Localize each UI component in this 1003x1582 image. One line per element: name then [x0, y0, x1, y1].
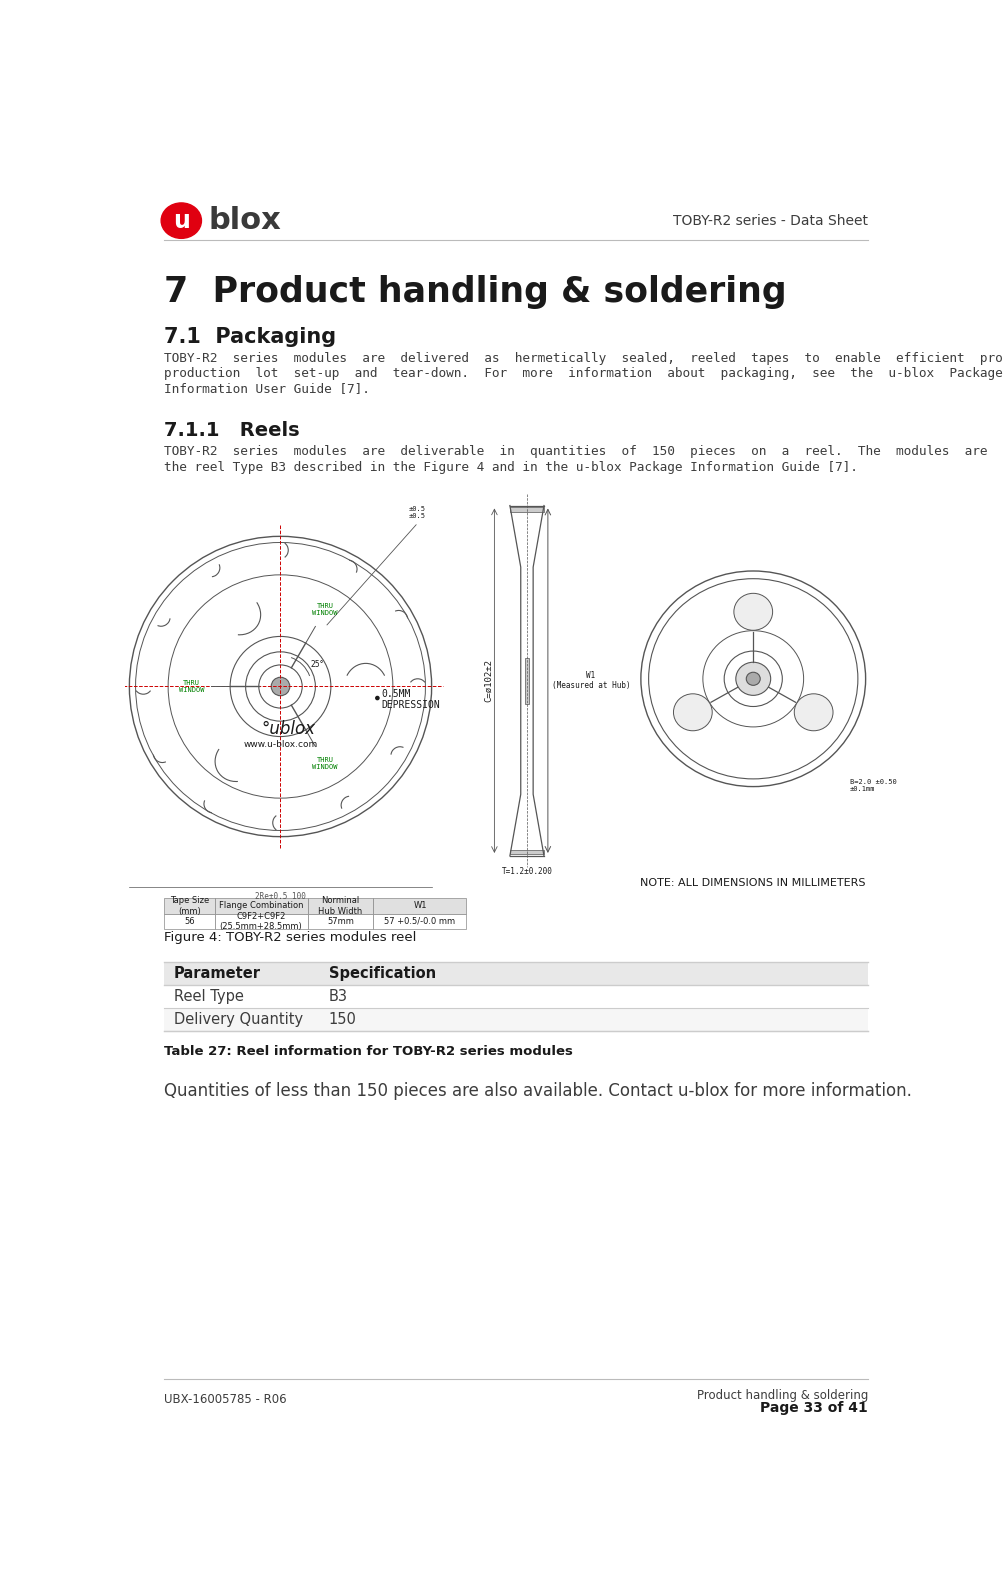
Text: 0.5MM: 0.5MM — [381, 690, 410, 699]
Text: ±0.5
±0.5: ±0.5 ±0.5 — [408, 506, 425, 519]
Text: Quantities of less than 150 pieces are also available. Contact u-blox for more i: Quantities of less than 150 pieces are a… — [164, 1082, 911, 1099]
Text: 25°: 25° — [311, 660, 324, 669]
Text: Page 33 of 41: Page 33 of 41 — [759, 1402, 867, 1414]
Text: THRU
WINDOW: THRU WINDOW — [312, 603, 337, 617]
FancyBboxPatch shape — [164, 962, 867, 986]
Text: blox: blox — [209, 206, 281, 236]
Ellipse shape — [793, 694, 832, 731]
FancyBboxPatch shape — [164, 1008, 867, 1031]
Text: 7.1  Packaging: 7.1 Packaging — [164, 327, 336, 346]
FancyBboxPatch shape — [215, 914, 307, 929]
Text: Delivery Quantity: Delivery Quantity — [174, 1012, 302, 1027]
Text: THRU
WINDOW: THRU WINDOW — [312, 756, 337, 770]
Text: THRU
WINDOW: THRU WINDOW — [179, 680, 204, 693]
FancyBboxPatch shape — [307, 914, 373, 929]
Text: production  lot  set-up  and  tear-down.  For  more  information  about  packagi: production lot set-up and tear-down. For… — [164, 367, 1002, 380]
Text: W1
(Measured at Hub): W1 (Measured at Hub) — [552, 671, 630, 690]
Text: Product handling & soldering: Product handling & soldering — [696, 1389, 867, 1402]
Text: TOBY-R2  series  modules  are  delivered  as  hermetically  sealed,  reeled  tap: TOBY-R2 series modules are delivered as … — [164, 351, 1003, 364]
Text: DEPRESSION: DEPRESSION — [381, 699, 439, 710]
FancyBboxPatch shape — [373, 899, 466, 914]
Text: NOTE: ALL DIMENSIONS IN MILLIMETERS: NOTE: ALL DIMENSIONS IN MILLIMETERS — [640, 878, 866, 888]
Circle shape — [271, 677, 290, 696]
Text: 2Re±0.5 100: 2Re±0.5 100 — [255, 892, 306, 902]
Text: Reel Type: Reel Type — [174, 989, 243, 1005]
Text: Figure 4: TOBY-R2 series modules reel: Figure 4: TOBY-R2 series modules reel — [164, 932, 416, 944]
Ellipse shape — [161, 202, 202, 239]
Text: B=2.0 ±0.50
±0.1mm: B=2.0 ±0.50 ±0.1mm — [850, 778, 896, 793]
FancyBboxPatch shape — [164, 899, 215, 914]
FancyBboxPatch shape — [510, 508, 544, 511]
Text: u: u — [173, 209, 190, 233]
Text: Tape Size
(mm): Tape Size (mm) — [170, 897, 209, 916]
FancyBboxPatch shape — [215, 899, 307, 914]
Text: 7  Product handling & soldering: 7 Product handling & soldering — [164, 275, 786, 308]
Text: C=ø102±2: C=ø102±2 — [483, 660, 492, 702]
FancyBboxPatch shape — [164, 914, 215, 929]
Text: W1: W1 — [413, 902, 426, 910]
Text: UBX-16005785 - R06: UBX-16005785 - R06 — [164, 1394, 287, 1406]
FancyBboxPatch shape — [307, 899, 373, 914]
Text: 56: 56 — [184, 918, 195, 925]
Ellipse shape — [735, 663, 770, 696]
Text: Flange Combination: Flange Combination — [219, 902, 303, 910]
Ellipse shape — [733, 593, 772, 630]
Text: Specification: Specification — [328, 967, 435, 981]
Text: 7.1.1   Reels: 7.1.1 Reels — [164, 421, 300, 440]
FancyBboxPatch shape — [373, 914, 466, 929]
Text: TOBY-R2  series  modules  are  deliverable  in  quantities  of  150  pieces  on : TOBY-R2 series modules are deliverable i… — [164, 446, 1003, 459]
FancyBboxPatch shape — [164, 986, 867, 1008]
Ellipse shape — [673, 694, 711, 731]
Text: Information User Guide [7].: Information User Guide [7]. — [164, 383, 370, 396]
Text: www.u-blox.com: www.u-blox.com — [243, 740, 317, 748]
Text: TOBY-R2 series - Data Sheet: TOBY-R2 series - Data Sheet — [672, 214, 867, 228]
FancyBboxPatch shape — [510, 850, 544, 854]
Text: T=1.2±0.200: T=1.2±0.200 — [502, 867, 552, 876]
Text: Parameter: Parameter — [174, 967, 261, 981]
Text: °ublox: °ublox — [261, 720, 315, 737]
Text: Table 27: Reel information for TOBY-R2 series modules: Table 27: Reel information for TOBY-R2 s… — [164, 1046, 573, 1058]
Text: C9F2+C9F2
(25.5mm+28.5mm): C9F2+C9F2 (25.5mm+28.5mm) — [220, 911, 302, 932]
Ellipse shape — [745, 672, 759, 685]
Circle shape — [375, 696, 379, 701]
Text: 57mm: 57mm — [327, 918, 354, 925]
Text: 150: 150 — [328, 1012, 356, 1027]
Text: 57 +0.5/-0.0 mm: 57 +0.5/-0.0 mm — [384, 918, 455, 925]
Text: B3: B3 — [328, 989, 347, 1005]
Text: Norminal
Hub Width: Norminal Hub Width — [318, 897, 362, 916]
FancyBboxPatch shape — [525, 658, 529, 704]
Text: the reel Type B3 described in the Figure 4 and in the u-blox Package Information: the reel Type B3 described in the Figure… — [164, 460, 858, 475]
